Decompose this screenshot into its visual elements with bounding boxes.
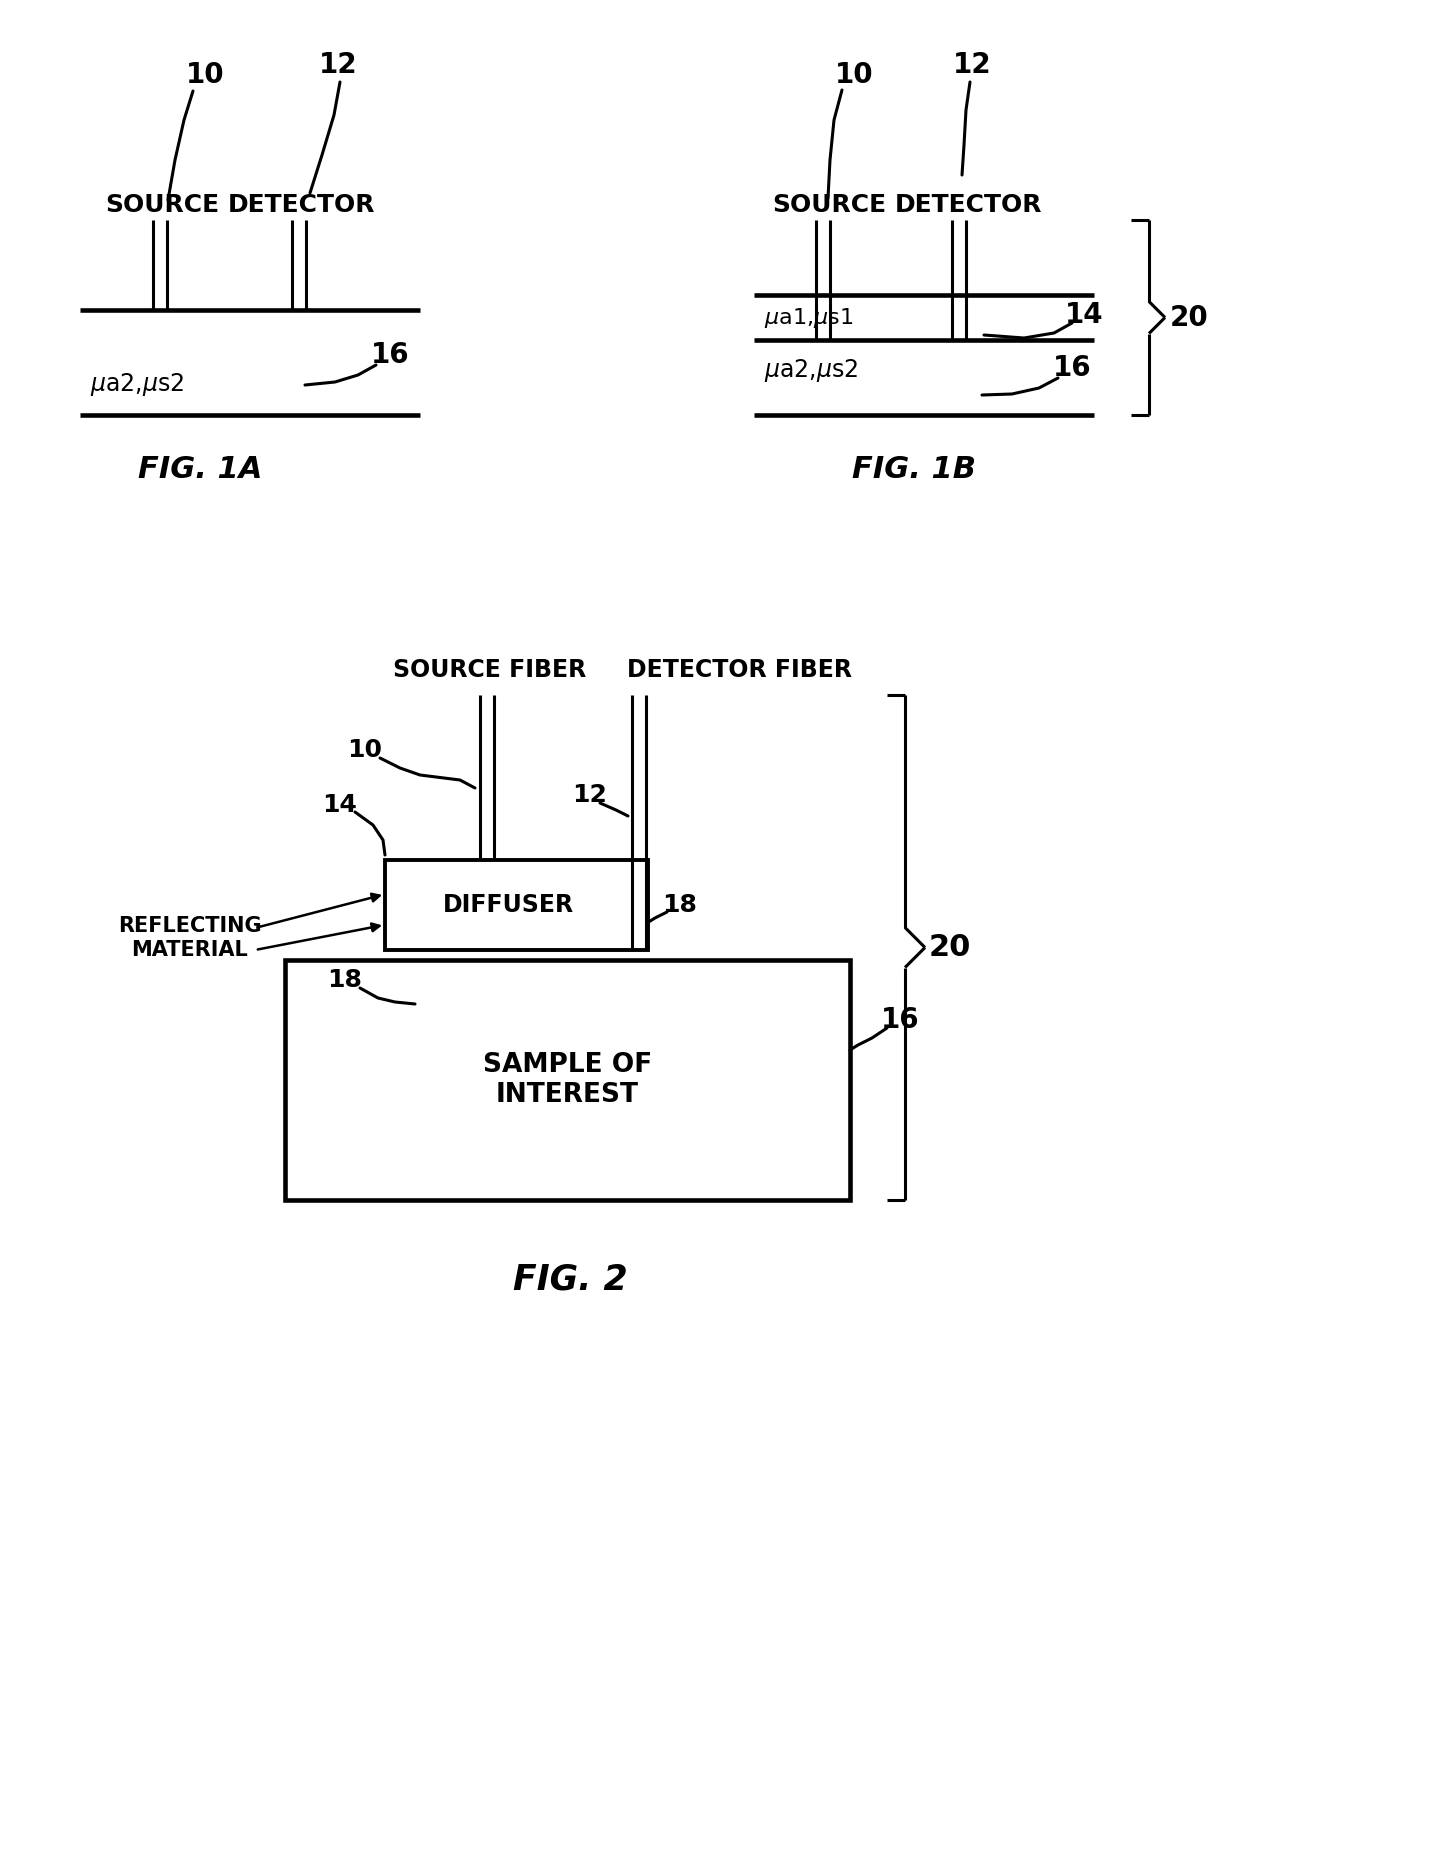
Text: 16: 16 xyxy=(370,341,409,369)
Bar xyxy=(384,861,647,950)
Text: 14: 14 xyxy=(323,792,357,816)
Text: 18: 18 xyxy=(327,968,363,992)
Text: 10: 10 xyxy=(835,61,873,89)
Text: SOURCE: SOURCE xyxy=(104,193,219,217)
Text: $\mu$a2,$\mu$s2: $\mu$a2,$\mu$s2 xyxy=(765,356,859,384)
Text: SOURCE FIBER: SOURCE FIBER xyxy=(393,659,587,683)
Text: 10: 10 xyxy=(347,738,383,762)
Text: FIG. 1B: FIG. 1B xyxy=(852,456,976,484)
Text: 12: 12 xyxy=(319,50,357,80)
Text: SAMPLE OF
INTEREST: SAMPLE OF INTEREST xyxy=(483,1052,652,1107)
Text: 10: 10 xyxy=(186,61,224,89)
Text: 16: 16 xyxy=(1053,354,1092,382)
Text: REFLECTING
MATERIAL: REFLECTING MATERIAL xyxy=(119,916,262,959)
Text: DETECTOR: DETECTOR xyxy=(229,193,376,217)
Text: 16: 16 xyxy=(880,1005,919,1033)
Text: 18: 18 xyxy=(663,892,697,916)
Text: DETECTOR FIBER: DETECTOR FIBER xyxy=(627,659,853,683)
Bar xyxy=(284,961,850,1200)
Text: FIG. 2: FIG. 2 xyxy=(513,1263,627,1297)
Text: DIFFUSER: DIFFUSER xyxy=(443,892,574,916)
Text: 12: 12 xyxy=(573,783,607,807)
Text: 20: 20 xyxy=(1169,304,1209,332)
Text: 20: 20 xyxy=(929,933,972,963)
Text: 14: 14 xyxy=(1065,301,1103,328)
Text: $\mu$a2,$\mu$s2: $\mu$a2,$\mu$s2 xyxy=(90,371,184,399)
Text: 12: 12 xyxy=(953,50,992,80)
Text: FIG. 1A: FIG. 1A xyxy=(137,456,262,484)
Text: SOURCE: SOURCE xyxy=(772,193,886,217)
Text: $\mu$a1,$\mu$s1: $\mu$a1,$\mu$s1 xyxy=(765,306,853,330)
Text: DETECTOR: DETECTOR xyxy=(895,193,1043,217)
